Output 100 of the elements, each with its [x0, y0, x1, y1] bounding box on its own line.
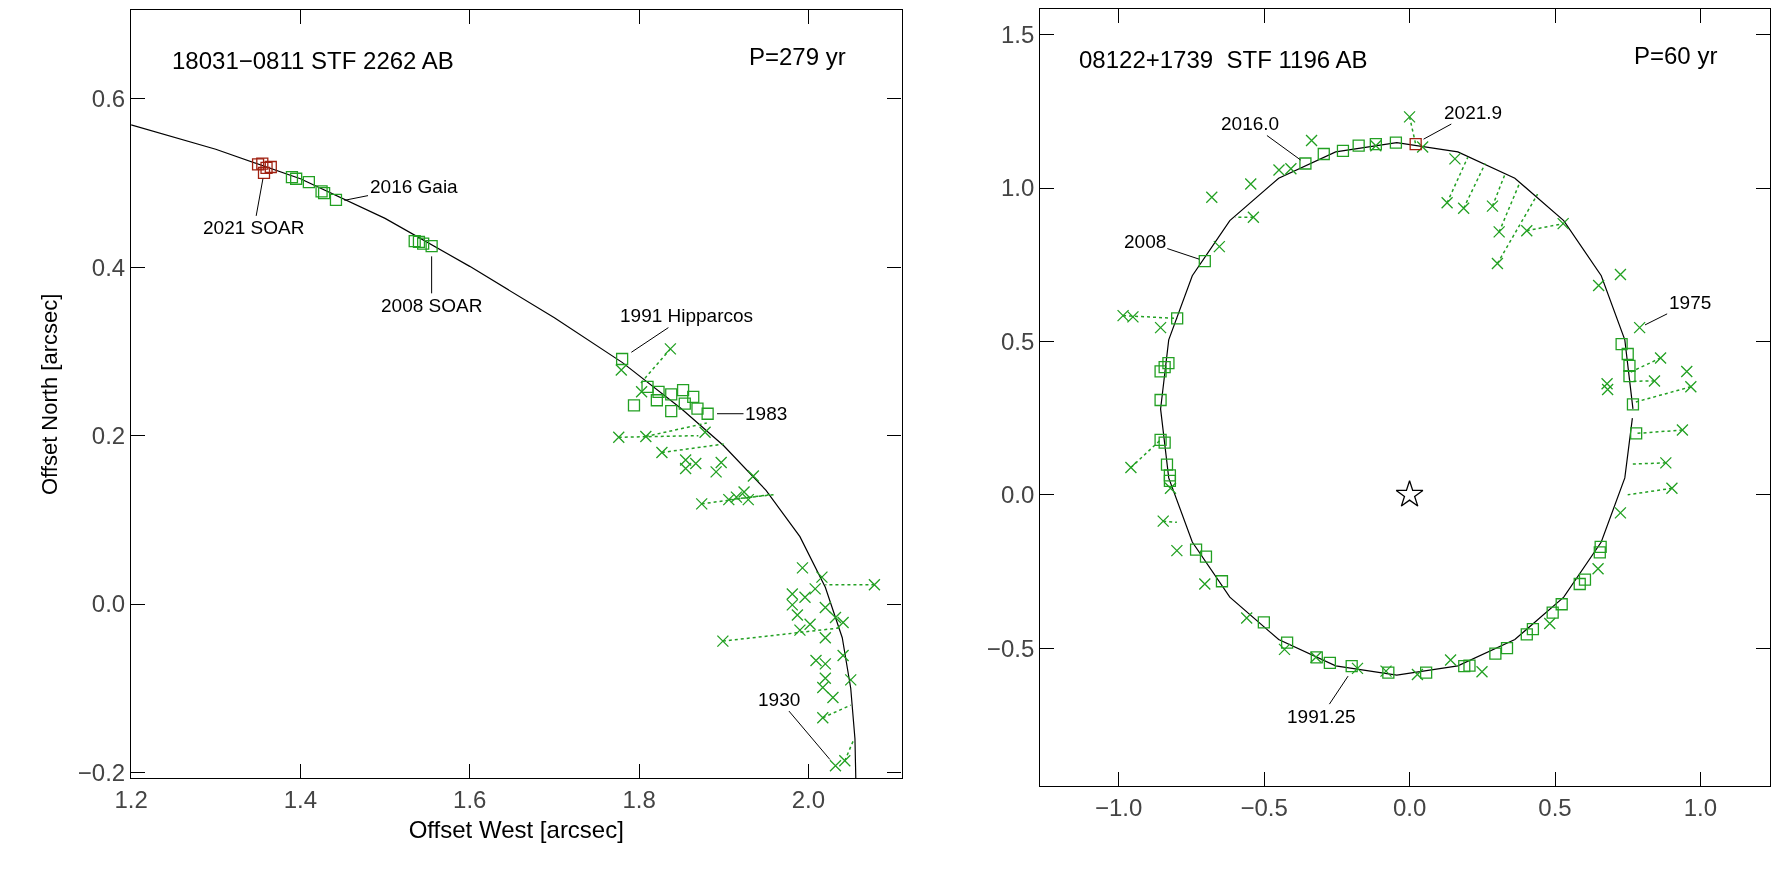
- point: [1555, 598, 1568, 611]
- point: [1154, 433, 1167, 447]
- point: [1614, 506, 1627, 520]
- point: [412, 235, 426, 249]
- y-tick-label: 0.6: [91, 85, 126, 113]
- point: [1578, 573, 1592, 586]
- point: [1171, 312, 1184, 325]
- annotation: 2008 SOAR: [381, 295, 483, 316]
- y-tick-label: 1.5: [1000, 21, 1035, 49]
- x-tick-label: 0.5: [1538, 794, 1572, 822]
- point: [1280, 636, 1294, 649]
- point: [1546, 606, 1559, 619]
- point: [1154, 365, 1167, 378]
- x-tick-label: 1.8: [622, 786, 656, 814]
- point: [1440, 196, 1454, 209]
- point: [819, 631, 832, 644]
- point: [256, 157, 269, 170]
- point: [1317, 147, 1330, 161]
- annotation: P=279 yr: [749, 43, 846, 70]
- point: [1247, 211, 1260, 224]
- point: [1626, 398, 1640, 411]
- point: [791, 608, 804, 622]
- point: [868, 578, 881, 591]
- point: [1457, 202, 1470, 215]
- point: [687, 390, 700, 404]
- point: [290, 172, 303, 185]
- point: [329, 193, 343, 206]
- point: [1444, 653, 1457, 667]
- point: [1520, 628, 1533, 641]
- point: [698, 426, 712, 439]
- point: [1199, 550, 1213, 563]
- point: [1395, 480, 1424, 507]
- point: [679, 453, 692, 467]
- point: [1154, 393, 1167, 407]
- point: [1648, 374, 1661, 388]
- point: [1336, 144, 1350, 158]
- text: 18031−0811 STF 2262 AB: [172, 47, 454, 74]
- point: [425, 239, 438, 253]
- point: [1323, 656, 1337, 669]
- point: [1458, 660, 1471, 673]
- point: [1500, 641, 1514, 655]
- point: [1163, 469, 1177, 482]
- x-tick-label: 1.4: [283, 786, 318, 814]
- point: [665, 388, 678, 401]
- point: [836, 649, 850, 662]
- point: [1162, 357, 1175, 370]
- annotation: 1975: [1669, 292, 1712, 313]
- x-tick-label: −0.5: [1240, 794, 1288, 822]
- point: [260, 161, 273, 174]
- point: [655, 446, 669, 459]
- point: [1623, 369, 1636, 383]
- point: [747, 469, 760, 483]
- x-tick-label: −1.0: [1095, 794, 1143, 822]
- annotation: 2016.0: [1221, 113, 1280, 134]
- point: [1654, 351, 1667, 365]
- point: [257, 166, 271, 180]
- x-tick-label: 1.2: [114, 786, 148, 814]
- annotation: 2008: [1124, 231, 1167, 252]
- point: [715, 456, 728, 469]
- annotation: 1930: [758, 689, 801, 710]
- point: [417, 237, 430, 250]
- point: [627, 399, 641, 412]
- annotation: P=60 yr: [1634, 42, 1718, 69]
- point: [1345, 660, 1358, 673]
- point: [665, 405, 678, 418]
- point: [701, 407, 714, 420]
- point: [635, 385, 648, 398]
- point: [803, 618, 817, 631]
- y-tick-label: −0.2: [77, 758, 126, 786]
- point: [1205, 191, 1218, 204]
- y-tick-label: 1.0: [1000, 174, 1035, 202]
- y-tick-label: 0.0: [1000, 481, 1035, 509]
- y-tick-label: −0.5: [986, 634, 1035, 662]
- point: [1352, 139, 1365, 152]
- point: [676, 384, 690, 397]
- point: [641, 380, 654, 393]
- x-tick-label: 0.0: [1392, 794, 1427, 822]
- point: [1573, 577, 1586, 591]
- point: [1198, 254, 1211, 268]
- point: [1124, 461, 1138, 474]
- point: [1557, 217, 1570, 230]
- annotation: 2021 SOAR: [203, 217, 305, 238]
- point: [1463, 659, 1476, 672]
- point: [826, 691, 840, 704]
- annotation: 2016 Gaia: [370, 176, 459, 197]
- annotation: 1991 Hipparcos: [620, 305, 754, 326]
- point: [1630, 427, 1643, 440]
- point: [1299, 157, 1312, 170]
- point: [1520, 224, 1533, 237]
- point: [786, 587, 799, 601]
- point: [689, 457, 702, 470]
- annotation: 2021.9: [1444, 102, 1503, 123]
- point: [1621, 347, 1634, 361]
- point: [1170, 544, 1184, 557]
- point: [1158, 361, 1171, 374]
- annotation: 1991.25: [1287, 706, 1356, 727]
- x-tick-label: 1.6: [453, 786, 487, 814]
- point: [1676, 423, 1689, 437]
- text: 08122+1739 STF 1196 AB: [1079, 46, 1368, 73]
- point: [408, 234, 421, 248]
